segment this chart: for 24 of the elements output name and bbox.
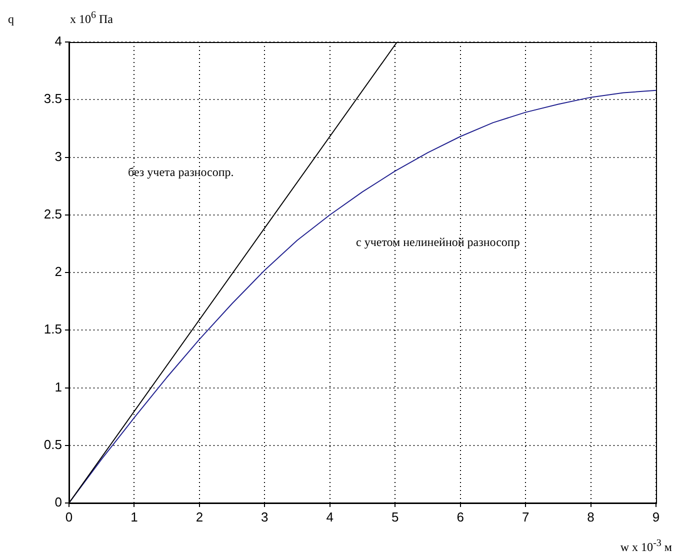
- x-tick-label: 0: [65, 509, 73, 524]
- y-tick-label: 3.5: [44, 91, 62, 106]
- x-tick-label: 2: [196, 509, 204, 524]
- y-tick-label: 0: [54, 494, 62, 510]
- y-tick-label: 1: [54, 379, 62, 394]
- x-tick-label: 8: [587, 509, 594, 524]
- x-tick-label: 9: [652, 509, 660, 524]
- x-tick-label: 3: [261, 509, 268, 524]
- y-tick-label: 2: [54, 264, 62, 280]
- y-tick-label: 3: [54, 148, 62, 164]
- y-tick-label: 1.5: [44, 322, 62, 337]
- text: x 10$^{6}$ Па: [70, 10, 113, 27]
- annotation: без учета разносопр.: [128, 165, 234, 180]
- x-tick-label: 1: [130, 509, 138, 524]
- y-tick-label: 0.5: [44, 436, 62, 452]
- y-tick-label: 4: [54, 34, 62, 49]
- y-axis-title: q: [8, 12, 14, 27]
- x-axis-title: w x 10$^{-3}$ м: [620, 538, 672, 555]
- x-tick-label: 7: [522, 509, 530, 524]
- x-tick-label: 4: [326, 509, 334, 524]
- annotation: с учетом нелинейной разносопр: [356, 235, 520, 250]
- y-tick-label: 2.5: [44, 206, 62, 222]
- x-tick-label: 6: [456, 509, 464, 524]
- x-tick-label: 5: [391, 509, 399, 524]
